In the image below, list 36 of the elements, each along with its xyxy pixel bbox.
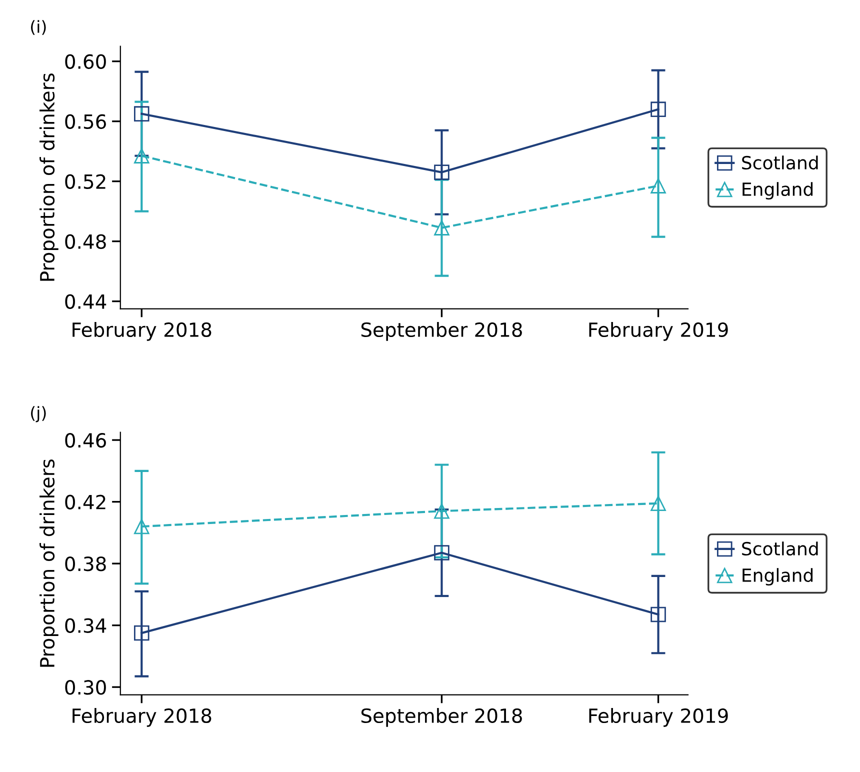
legend-label: Scotland — [742, 156, 818, 170]
y-tick-label: 0.30 — [65, 680, 106, 695]
point — [650, 496, 666, 511]
y-tick-label: 0.38 — [65, 556, 106, 572]
point — [134, 625, 150, 641]
y-tick-label: 0.42 — [65, 494, 106, 510]
y-tick-label: 0.52 — [65, 174, 106, 189]
point — [650, 102, 666, 117]
point — [134, 106, 150, 122]
y-tick-label: 0.34 — [65, 618, 106, 633]
point — [434, 545, 450, 560]
legend-label: England — [742, 568, 813, 586]
y-axis-title: Proportion of drinkers — [40, 459, 58, 667]
point — [650, 606, 666, 622]
y-tick-label: 0.44 — [65, 294, 106, 309]
y-tick-label: 0.46 — [65, 432, 106, 448]
x-tick-label: February 2019 — [589, 322, 728, 341]
x-tick-label: February 2019 — [589, 708, 728, 727]
y-tick-label: 0.60 — [65, 54, 106, 69]
y-axis-title: Proportion of drinkers — [40, 73, 58, 281]
x-tick-label: February 2018 — [72, 708, 212, 727]
chart-title: (i) — [31, 20, 46, 35]
x-tick-label: February 2018 — [72, 322, 212, 341]
legend-label: Scotland — [742, 542, 818, 556]
legend-label: England — [742, 182, 813, 200]
point — [434, 503, 450, 519]
chart-title: (j) — [31, 406, 46, 422]
point — [434, 220, 450, 236]
y-tick-label: 0.56 — [65, 114, 106, 129]
point — [134, 518, 150, 534]
y-tick-label: 0.48 — [65, 234, 106, 249]
point — [650, 178, 666, 194]
point — [134, 148, 150, 164]
x-tick-label: September 2018 — [361, 322, 522, 341]
point — [434, 164, 450, 180]
x-tick-label: September 2018 — [361, 708, 522, 727]
